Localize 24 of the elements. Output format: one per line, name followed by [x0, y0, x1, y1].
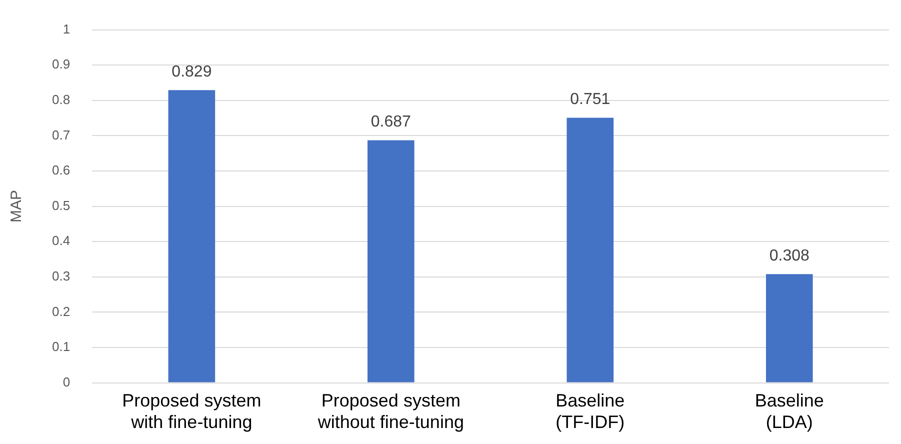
x-tick-label: Proposed system without fine-tuning: [316, 390, 464, 432]
x-tick-label: Proposed system with fine-tuning: [122, 390, 262, 432]
data-label: 0.308: [769, 247, 810, 264]
y-tick-label: 1: [62, 21, 70, 36]
y-tick-label: 0.9: [52, 56, 70, 72]
bar: [566, 118, 614, 382]
y-tick-label: 0.5: [52, 198, 70, 213]
data-label: 0.687: [370, 114, 412, 131]
data-label: 0.751: [570, 91, 610, 108]
y-tick-label: 0.2: [52, 304, 70, 319]
y-tick-label: 0.1: [52, 339, 70, 354]
bar: [368, 140, 414, 382]
y-axis-title: MAP: [8, 190, 26, 223]
y-tick-label: 0.6: [52, 162, 70, 178]
y-tick-label: 0.4: [52, 233, 70, 248]
data-label: 0.829: [172, 64, 212, 81]
bar: [766, 274, 813, 382]
y-tick-label: 0.8: [52, 92, 70, 107]
y-tick-label: 0.3: [52, 268, 70, 284]
y-tick-label: 0.7: [52, 127, 70, 142]
bar: [168, 90, 216, 382]
x-tick-label: Baseline (TF-IDF): [556, 390, 625, 432]
y-tick-label: 0: [62, 374, 70, 390]
x-tick-label: Baseline (LDA): [754, 390, 824, 432]
